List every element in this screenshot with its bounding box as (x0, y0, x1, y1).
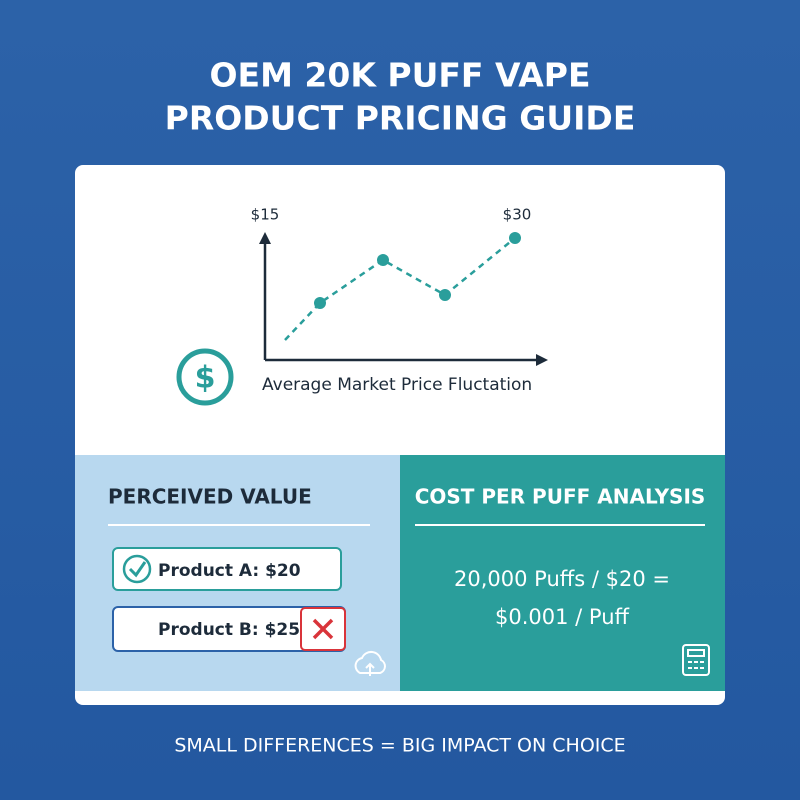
svg-text:$: $ (195, 361, 216, 396)
right-panel (400, 455, 725, 691)
title-line: OEM 20K PUFF VAPE (209, 56, 590, 95)
cloud-icon (354, 650, 386, 676)
check-icon (122, 554, 152, 584)
dollar-icon: $ (176, 348, 234, 406)
panel-heading: PERCEIVED VALUE (108, 485, 312, 509)
chart-label: $30 (503, 206, 532, 224)
product-text: Product A: $20 (158, 561, 301, 581)
chart-label: $15 (251, 206, 280, 224)
x-icon (300, 607, 346, 651)
calc-line: 20,000 Puffs / $20 = (454, 567, 670, 591)
mini-chart (259, 232, 548, 366)
chart-caption: Average Market Price Fluctation (262, 375, 532, 395)
title-line: PRODUCT PRICING GUIDE (165, 99, 636, 138)
footer-text: SMALL DIFFERENCES = BIG IMPACT ON CHOICE (174, 735, 625, 757)
product-text: Product B: $25 (158, 620, 300, 640)
product-box (112, 547, 342, 591)
panel-heading: COST PER PUFF ANALYSIS (415, 485, 706, 509)
calc-line: $0.001 / Puff (495, 605, 630, 629)
calculator-icon (682, 644, 710, 676)
